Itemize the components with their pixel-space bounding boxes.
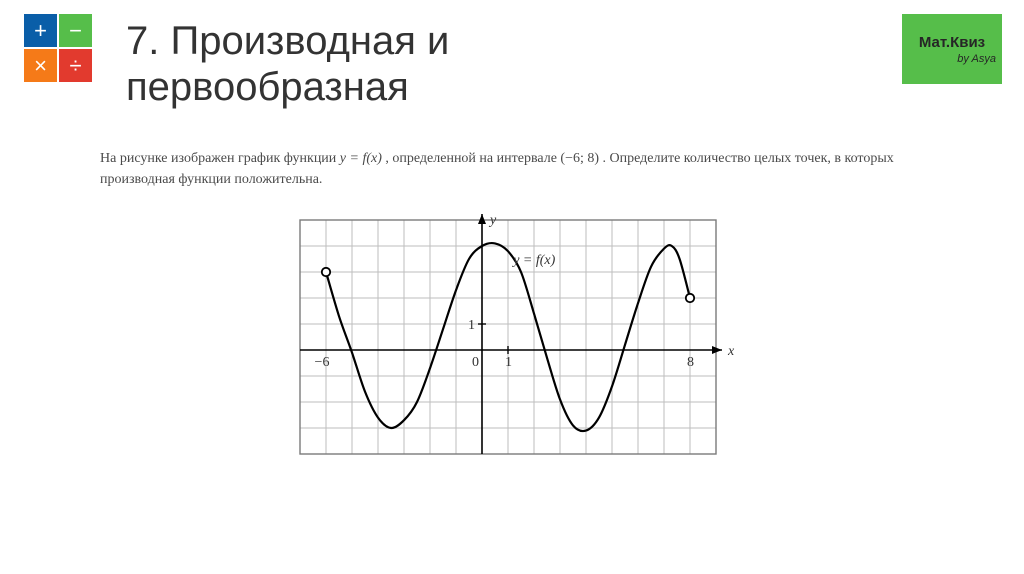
svg-text:8: 8: [687, 355, 694, 370]
svg-text:y: y: [488, 213, 497, 228]
title-line2: первообразная: [126, 65, 409, 109]
svg-text:x: x: [727, 344, 735, 359]
svg-text:1: 1: [468, 318, 475, 333]
divide-icon: ÷: [59, 49, 92, 82]
problem-prefix: На рисунке изображен график функции: [100, 151, 340, 166]
svg-text:0: 0: [472, 355, 479, 370]
svg-text:−6: −6: [315, 355, 330, 370]
svg-text:y = f(x): y = f(x): [511, 253, 555, 268]
quiz-logo: Мат.Квиз by Asya: [902, 14, 1002, 84]
multiply-icon: ×: [24, 49, 57, 82]
function-graph: y x y = f(x) −6 0 1 8 1: [280, 210, 750, 470]
math-ops-icon: + − × ÷: [24, 14, 92, 82]
problem-statement: На рисунке изображен график функции y = …: [100, 148, 930, 190]
slide-header: + − × ÷ 7. Производная и первообразная М…: [0, 14, 1024, 124]
plus-icon: +: [24, 14, 57, 47]
problem-function: y = f(x): [340, 151, 382, 166]
logo-text-main: Мат.Квиз: [919, 34, 985, 51]
title-line1: 7. Производная и: [126, 19, 449, 63]
problem-middle: , определенной на интервале: [385, 151, 560, 166]
problem-interval: (−6; 8): [560, 151, 599, 166]
slide-title: 7. Производная и первообразная: [126, 18, 449, 110]
logo-text-sub: by Asya: [957, 53, 1002, 65]
svg-text:1: 1: [505, 355, 512, 370]
minus-icon: −: [59, 14, 92, 47]
graph-svg: y x y = f(x) −6 0 1 8 1: [280, 210, 750, 470]
